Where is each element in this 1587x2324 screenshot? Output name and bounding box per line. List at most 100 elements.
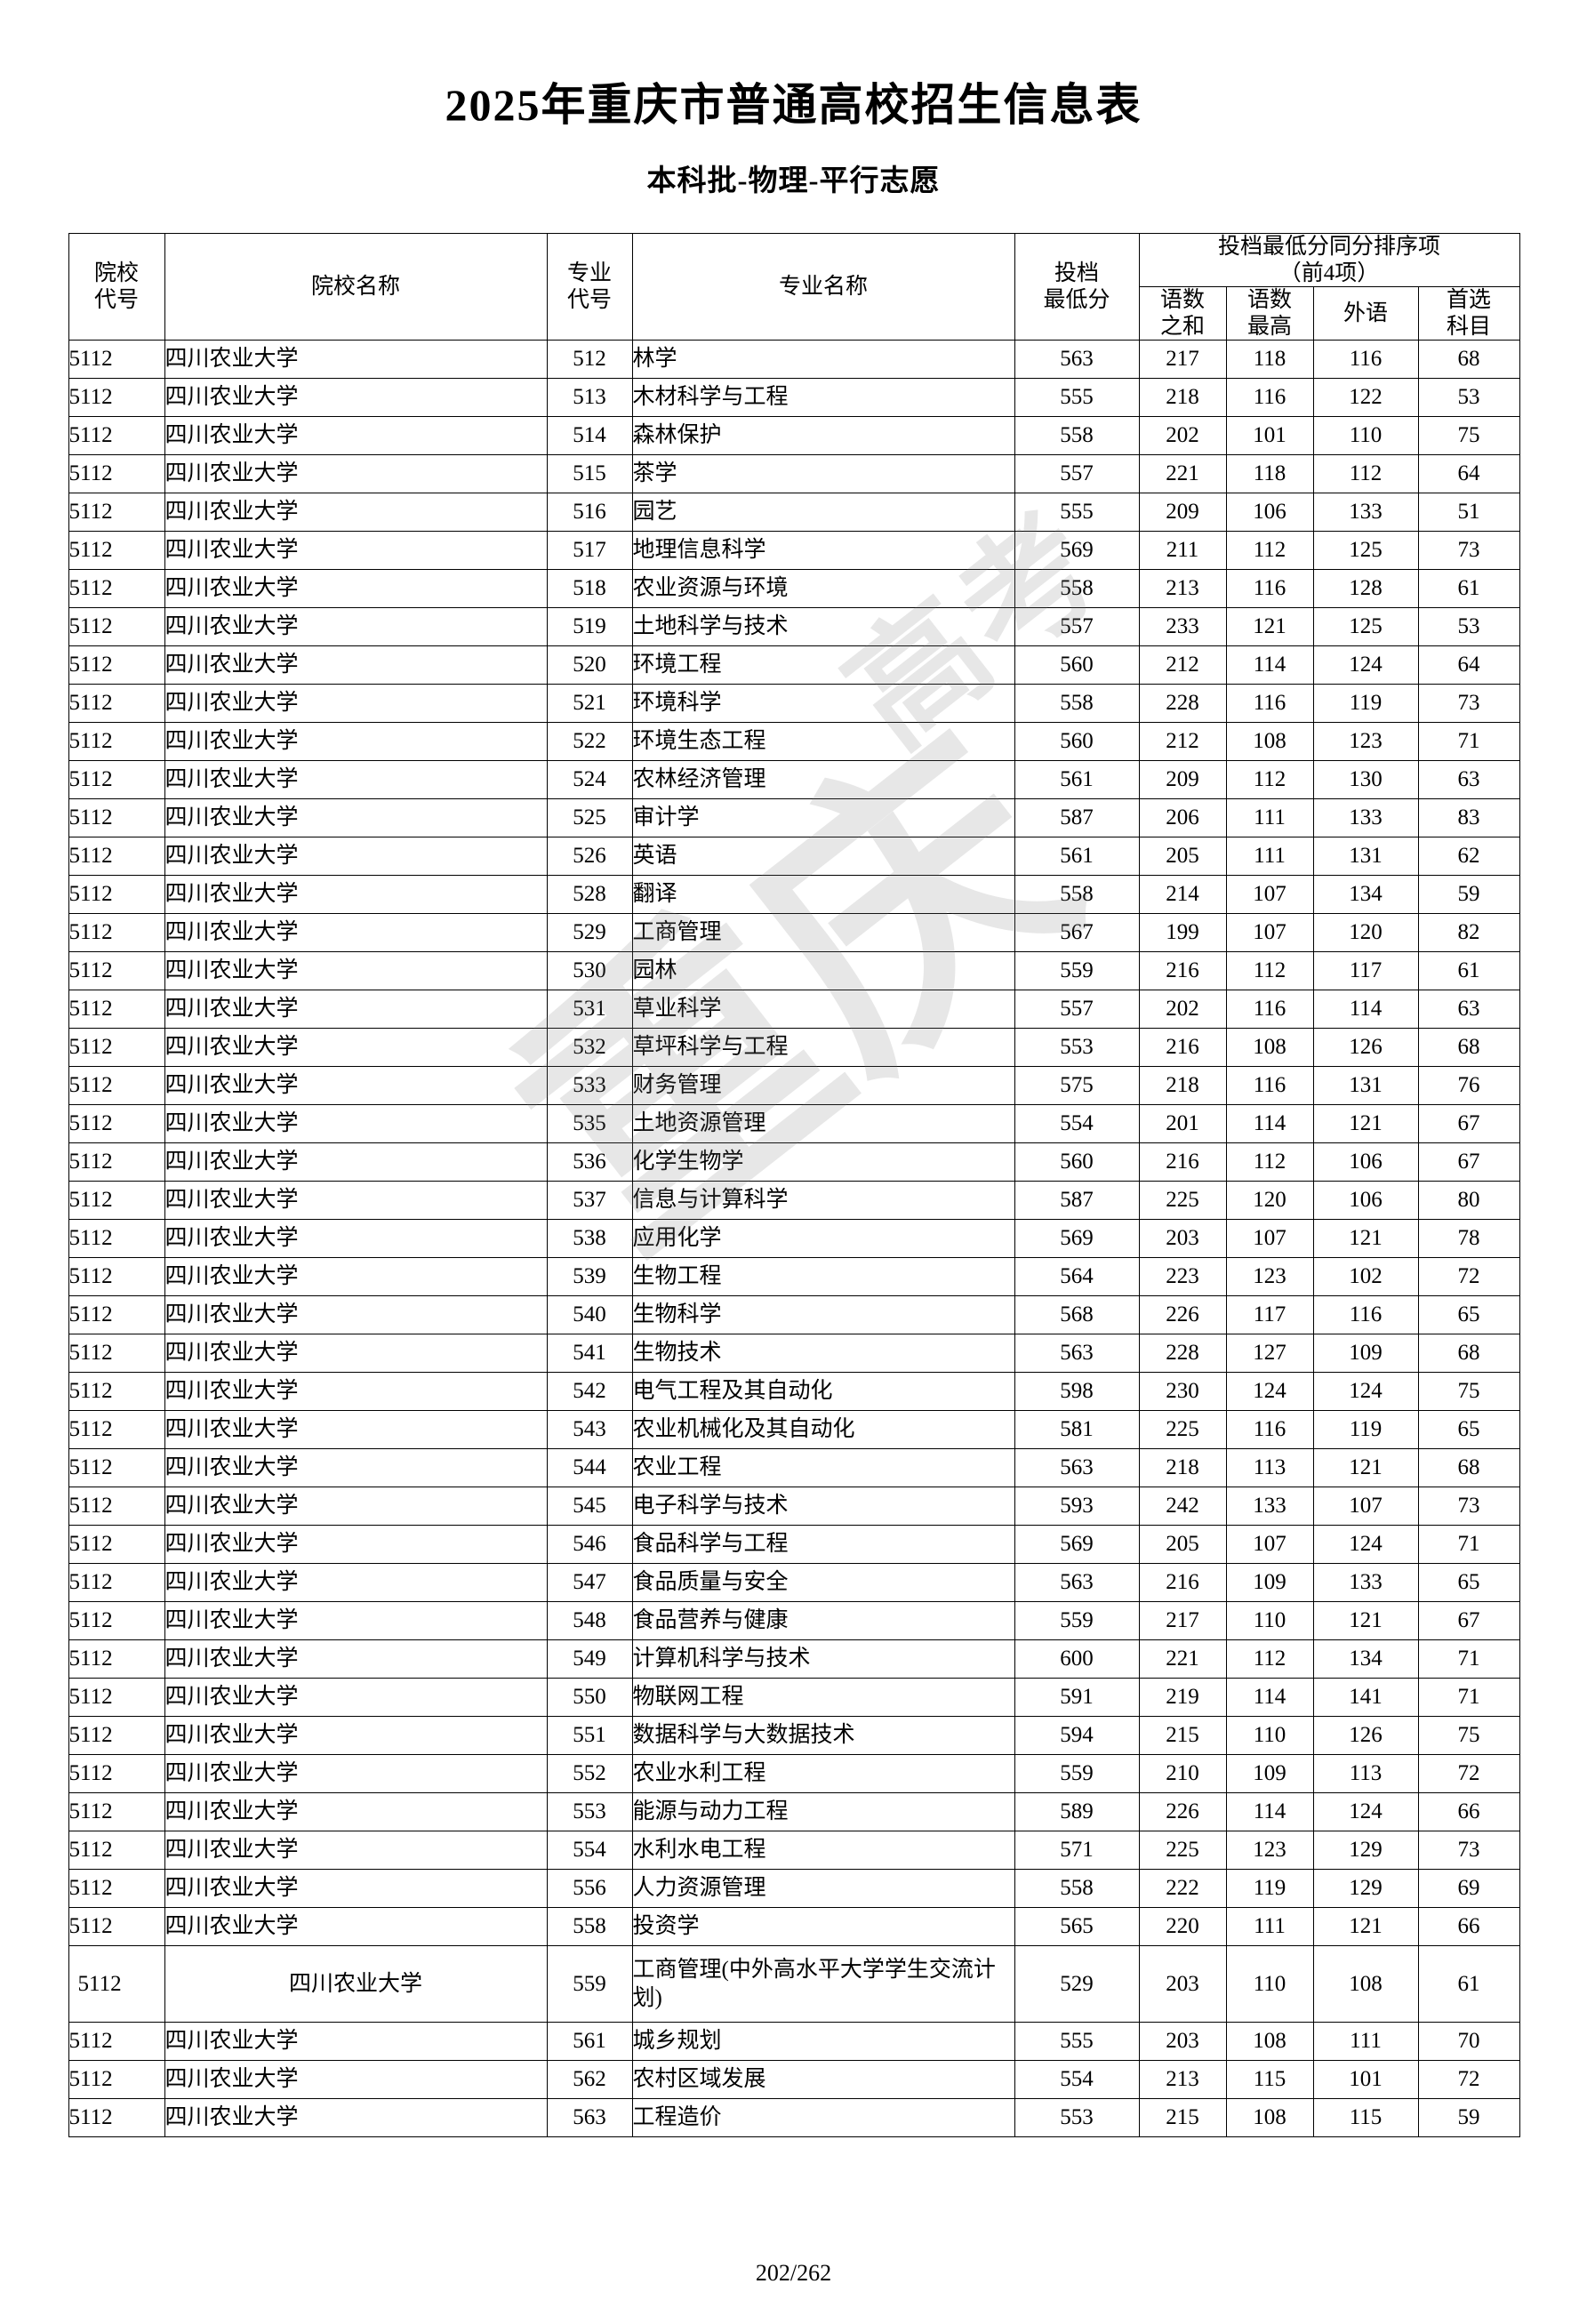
page-subtitle: 本科批-物理-平行志愿 (646, 165, 941, 197)
cell-first-subject: 64 (1417, 645, 1520, 685)
cell-major-name: 环境工程 (631, 645, 1015, 685)
table-row: 5112 四川农业大学 528 翻译 558 214 107 134 59 (68, 875, 1520, 914)
cell-max: 121 (1225, 607, 1314, 646)
cell-sum: 213 (1138, 569, 1227, 608)
cell-school-code: 5112 (68, 340, 165, 379)
cell-score: 553 (1014, 2098, 1140, 2137)
cell-major-code: 535 (546, 1104, 633, 1143)
table-row: 5112 四川农业大学 552 农业水利工程 559 210 109 113 72 (68, 1754, 1520, 1793)
cell-first-subject: 73 (1417, 531, 1520, 570)
cell-school-name: 四川农业大学 (164, 1525, 548, 1564)
cell-first-subject: 72 (1417, 1257, 1520, 1296)
cell-major-name: 茶学 (631, 454, 1015, 493)
cell-major-name: 森林保护 (631, 416, 1015, 455)
page-number: 202/262 (755, 2260, 832, 2286)
page-title: 2025年重庆市普通高校招生信息表 (445, 80, 1142, 130)
cell-school-name: 四川农业大学 (164, 1372, 548, 1411)
cell-score: 575 (1014, 1066, 1140, 1105)
cell-school-code: 5112 (68, 1487, 165, 1526)
cell-school-code: 5112 (68, 1869, 165, 1908)
cell-school-code: 5112 (68, 1525, 165, 1564)
cell-school-name: 四川农业大学 (164, 1792, 548, 1831)
cell-major-name: 农林经济管理 (631, 760, 1015, 799)
cell-score: 569 (1014, 1525, 1140, 1564)
cell-school-code: 5112 (68, 454, 165, 493)
cell-foreign: 124 (1312, 1792, 1419, 1831)
cell-major-name: 农业资源与环境 (631, 569, 1015, 608)
cell-major-code: 512 (546, 340, 633, 379)
cell-major-name: 电子科学与技术 (631, 1487, 1015, 1526)
cell-major-code: 546 (546, 1525, 633, 1564)
cell-major-code: 549 (546, 1639, 633, 1679)
document-page: 重庆 高考 2025年重庆市普通高校招生信息表 本科批-物理-平行志愿 院校 (0, 78, 1587, 2324)
cell-score: 554 (1014, 2060, 1140, 2099)
cell-sum: 223 (1138, 1257, 1227, 1296)
admission-table: 院校 代号 院校名称 专业 代号 专业名称 投档 最低分 投档最低分同分排序项 (68, 233, 1520, 2137)
cell-major-name: 电气工程及其自动化 (631, 1372, 1015, 1411)
table-row: 5112 四川农业大学 558 投资学 565 220 111 121 66 (68, 1907, 1520, 1946)
cell-school-code: 5112 (68, 1181, 165, 1220)
cell-max: 116 (1225, 1410, 1314, 1449)
cell-first-subject: 64 (1417, 454, 1520, 493)
cell-foreign: 115 (1312, 2098, 1419, 2137)
cell-school-code: 5112 (68, 416, 165, 455)
cell-major-name: 英语 (631, 837, 1015, 876)
table-row: 5112 四川农业大学 540 生物科学 568 226 117 116 65 (68, 1295, 1520, 1334)
table-row: 5112 四川农业大学 518 农业资源与环境 558 213 116 128 61 (68, 569, 1520, 608)
cell-school-name: 四川农业大学 (164, 798, 548, 837)
table-row: 5112 四川农业大学 514 森林保护 558 202 101 110 75 (68, 416, 1520, 455)
cell-max: 107 (1225, 1525, 1314, 1564)
cell-score: 581 (1014, 1410, 1140, 1449)
cell-school-code: 5112 (68, 1716, 165, 1755)
cell-first-subject: 70 (1417, 2022, 1520, 2061)
cell-first-subject: 72 (1417, 1754, 1520, 1793)
cell-major-name: 食品营养与健康 (631, 1601, 1015, 1640)
cell-max: 108 (1225, 1028, 1314, 1067)
cell-score: 554 (1014, 1104, 1140, 1143)
cell-school-name: 四川农业大学 (164, 416, 548, 455)
cell-first-subject: 67 (1417, 1601, 1520, 1640)
cell-score: 598 (1014, 1372, 1140, 1411)
cell-major-name: 园艺 (631, 493, 1015, 532)
cell-first-subject: 68 (1417, 1028, 1520, 1067)
cell-first-subject: 59 (1417, 2098, 1520, 2137)
cell-max: 115 (1225, 2060, 1314, 2099)
cell-score: 559 (1014, 1754, 1140, 1793)
table-row: 5112 四川农业大学 513 木材科学与工程 555 218 116 122 53 (68, 378, 1520, 417)
cell-max: 111 (1225, 837, 1314, 876)
cell-major-code: 517 (546, 531, 633, 570)
col-header-school-name: 院校名称 (164, 233, 548, 341)
cell-max: 108 (1225, 2098, 1314, 2137)
cell-major-name: 林学 (631, 340, 1015, 379)
cell-foreign: 125 (1312, 607, 1419, 646)
cell-school-code: 5112 (68, 531, 165, 570)
table-row: 5112 四川农业大学 531 草业科学 557 202 116 114 63 (68, 990, 1520, 1029)
cell-school-code: 5112 (68, 1792, 165, 1831)
cell-sum: 213 (1138, 2060, 1227, 2099)
cell-major-code: 559 (546, 1945, 633, 2023)
cell-sum: 226 (1138, 1295, 1227, 1334)
cell-major-code: 539 (546, 1257, 633, 1296)
cell-first-subject: 76 (1417, 1066, 1520, 1105)
cell-school-code: 5112 (68, 378, 165, 417)
cell-school-name: 四川农业大学 (164, 913, 548, 952)
cell-max: 123 (1225, 1257, 1314, 1296)
cell-school-code: 5112 (68, 2098, 165, 2137)
cell-major-code: 520 (546, 645, 633, 685)
table-row: 5112 四川农业大学 520 环境工程 560 212 114 124 64 (68, 645, 1520, 685)
cell-school-code: 5112 (68, 1639, 165, 1679)
cell-major-code: 536 (546, 1142, 633, 1182)
cell-major-code: 556 (546, 1869, 633, 1908)
cell-score: 558 (1014, 1869, 1140, 1908)
cell-major-code: 529 (546, 913, 633, 952)
cell-first-subject: 80 (1417, 1181, 1520, 1220)
table-row: 5112 四川农业大学 550 物联网工程 591 219 114 141 71 (68, 1678, 1520, 1717)
cell-school-name: 四川农业大学 (164, 875, 548, 914)
cell-school-name: 四川农业大学 (164, 1716, 548, 1755)
cell-sum: 202 (1138, 416, 1227, 455)
cell-sum: 201 (1138, 1104, 1227, 1143)
cell-score: 558 (1014, 569, 1140, 608)
cell-foreign: 134 (1312, 875, 1419, 914)
cell-sum: 217 (1138, 340, 1227, 379)
cell-school-name: 四川农业大学 (164, 1831, 548, 1870)
